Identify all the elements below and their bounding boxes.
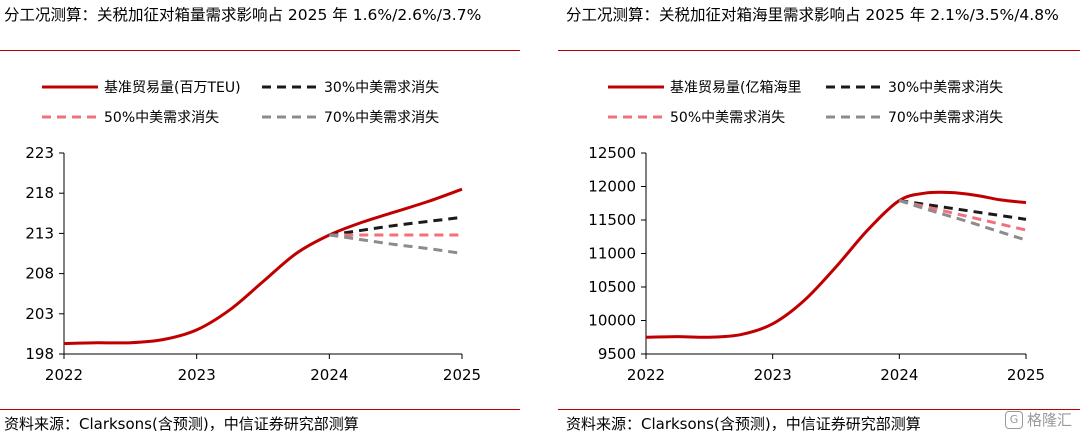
chart-source: 资料来源：Clarksons(含预测)，中信证券研究部测算 xyxy=(4,415,359,433)
series-line-0 xyxy=(645,190,1027,339)
y-tick-label: 11000 xyxy=(588,245,636,263)
x-tick-label: 2025 xyxy=(443,366,481,384)
y-tick-label: 223 xyxy=(25,144,54,162)
x-tick-label: 2024 xyxy=(310,366,348,384)
series-line-1 xyxy=(329,215,463,237)
series-line-3 xyxy=(898,199,1027,242)
legend-label: 30%中美需求消失 xyxy=(324,80,439,96)
chart-panel-right: 分工况测算：关税加征对箱海里需求影响占 2025 年 2.1%/3.5%/4.8… xyxy=(558,0,1080,439)
chart-panel-left: 分工况测算：关税加征对箱量需求影响占 2025 年 1.6%/2.6%/3.7%… xyxy=(0,0,520,439)
legend-label: 70%中美需求消失 xyxy=(324,110,439,126)
series-line-0 xyxy=(63,187,463,346)
legend-label: 基准贸易量(百万TEU) xyxy=(104,79,241,96)
legend-label: 50%中美需求消失 xyxy=(670,110,785,126)
watermark-text: 格隆汇 xyxy=(1026,411,1072,429)
title-divider xyxy=(558,50,1080,51)
legend-label: 70%中美需求消失 xyxy=(888,110,1003,126)
x-tick-label: 2022 xyxy=(45,366,83,384)
y-tick-label: 12000 xyxy=(588,178,636,196)
y-tick-label: 10000 xyxy=(588,312,636,330)
series-line-1 xyxy=(899,199,1027,221)
chart-title: 分工况测算：关税加征对箱海里需求影响占 2025 年 2.1%/3.5%/4.8… xyxy=(566,6,1059,24)
source-divider xyxy=(558,409,1080,410)
x-tick-label: 2023 xyxy=(178,366,216,384)
y-tick-label: 203 xyxy=(25,305,54,323)
y-tick-label: 213 xyxy=(25,224,54,242)
series-line-2 xyxy=(898,199,1027,232)
legend-label: 50%中美需求消失 xyxy=(104,110,219,126)
legend-label: 基准贸易量(亿箱海里 xyxy=(670,79,801,96)
legend-label: 30%中美需求消失 xyxy=(888,80,1003,96)
y-tick-label: 9500 xyxy=(598,345,636,363)
y-tick-label: 12500 xyxy=(588,144,636,162)
x-tick-label: 2025 xyxy=(1007,366,1045,384)
y-tick-label: 11500 xyxy=(588,211,636,229)
teu-mile-chart: 9500 10000 10500 11000 11500 12000 12500 2022 20… xyxy=(588,79,1045,384)
y-tick-label: 10500 xyxy=(588,278,636,296)
watermark: G 格隆汇 xyxy=(1004,408,1072,432)
y-tick-label: 208 xyxy=(25,265,54,283)
series-line-3 xyxy=(329,233,463,255)
x-tick-label: 2022 xyxy=(627,366,665,384)
container-volume-chart: 198 203 208 213 218 223 2022 2023 2024 2025 基准贸易量(… xyxy=(25,79,481,384)
watermark-logo-icon: G xyxy=(1004,411,1023,429)
chart-title: 分工况测算：关税加征对箱量需求影响占 2025 年 1.6%/2.6%/3.7% xyxy=(4,6,482,24)
y-tick-label: 218 xyxy=(25,184,54,202)
title-divider xyxy=(0,50,520,51)
chart-source: 资料来源：Clarksons(含预测)，中信证券研究部测算 xyxy=(566,415,921,433)
x-tick-label: 2024 xyxy=(880,366,918,384)
x-tick-label: 2023 xyxy=(754,366,792,384)
source-divider xyxy=(0,409,520,410)
y-tick-label: 198 xyxy=(25,345,54,363)
